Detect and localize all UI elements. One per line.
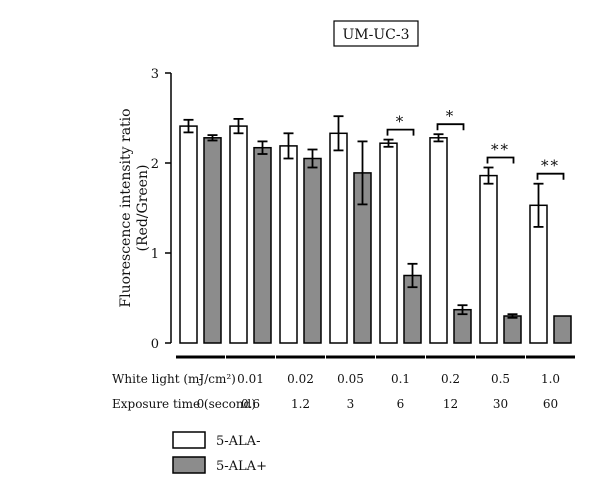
- legend-swatch-5-ala-minus: [172, 431, 206, 449]
- y-tick-label: 3: [151, 67, 159, 82]
- exposure-time-value: 3: [347, 397, 355, 411]
- exposure-time-value: 1.2: [291, 397, 310, 411]
- y-tick-label: 0: [151, 337, 159, 352]
- bar-5-ala-minus: [379, 142, 398, 344]
- significance-label: **: [541, 157, 560, 175]
- significance-bracket: [436, 123, 465, 131]
- exposure-time-value: 60: [543, 397, 558, 411]
- white-light-value: -: [198, 372, 202, 386]
- white-light-value: 0.05: [337, 372, 364, 386]
- bar-5-ala-plus: [553, 315, 572, 344]
- exposure-time-row-label: Exposure time (second): [112, 397, 256, 411]
- white-light-value: 0.5: [491, 372, 510, 386]
- exposure-time-value: 0: [197, 397, 205, 411]
- white-light-value: 0.1: [391, 372, 410, 386]
- chart-title-box: [333, 20, 419, 47]
- white-light-value: 0.2: [441, 372, 460, 386]
- y-axis-label-line2: (Red/Green): [135, 165, 151, 252]
- bar-5-ala-minus: [229, 125, 248, 344]
- white-light-value: 1.0: [541, 372, 560, 386]
- chart-title-group: UM-UC-3: [333, 20, 419, 47]
- exposure-time-value: 0.6: [241, 397, 260, 411]
- significance-label: **: [491, 141, 510, 159]
- bar-5-ala-minus: [479, 174, 498, 344]
- white-light-row-label: White light (mJ/cm²): [112, 372, 236, 386]
- bar-5-ala-plus: [253, 146, 272, 344]
- white-light-value: 0.02: [287, 372, 314, 386]
- bar-5-ala-minus: [279, 145, 298, 344]
- significance-label: *: [396, 113, 406, 131]
- legend-label-5-ala-plus: 5-ALA+: [216, 459, 267, 474]
- significance-bracket: [386, 128, 415, 136]
- significance-bracket: [536, 172, 565, 180]
- bars: [179, 125, 572, 344]
- y-tick-label: 2: [151, 157, 159, 172]
- bar-5-ala-minus: [179, 125, 198, 344]
- legend: 5-ALA- 5-ALA+: [172, 431, 267, 474]
- error-bars: [183, 115, 544, 319]
- legend-label-5-ala-minus: 5-ALA-: [216, 434, 260, 449]
- bar-5-ala-plus: [303, 157, 322, 344]
- y-ticks: 0 1 2 3: [151, 67, 171, 352]
- exposure-time-values: 0 0.6 1.2 3 6 12 30 60: [197, 397, 558, 411]
- exposure-time-value: 12: [443, 397, 458, 411]
- bar-5-ala-minus: [429, 137, 448, 344]
- y-tick-label: 1: [151, 247, 159, 262]
- significance-marks: * *****: [386, 107, 565, 180]
- exposure-time-value: 6: [397, 397, 405, 411]
- significance-label: *: [446, 107, 456, 125]
- white-light-values: - 0.01 0.02 0.05 0.1 0.2 0.5 1.0: [198, 372, 560, 386]
- bar-5-ala-plus: [203, 137, 222, 344]
- y-axis-label-line1: Fluorescence intensity ratio: [118, 108, 134, 307]
- legend-swatch-5-ala-plus: [172, 456, 206, 474]
- bar-5-ala-plus: [503, 315, 522, 344]
- significance-bracket: [486, 156, 515, 164]
- chart-title: UM-UC-3: [342, 27, 409, 43]
- bar-5-ala-minus: [329, 132, 348, 344]
- white-light-value: 0.01: [237, 372, 264, 386]
- exposure-time-value: 30: [493, 397, 508, 411]
